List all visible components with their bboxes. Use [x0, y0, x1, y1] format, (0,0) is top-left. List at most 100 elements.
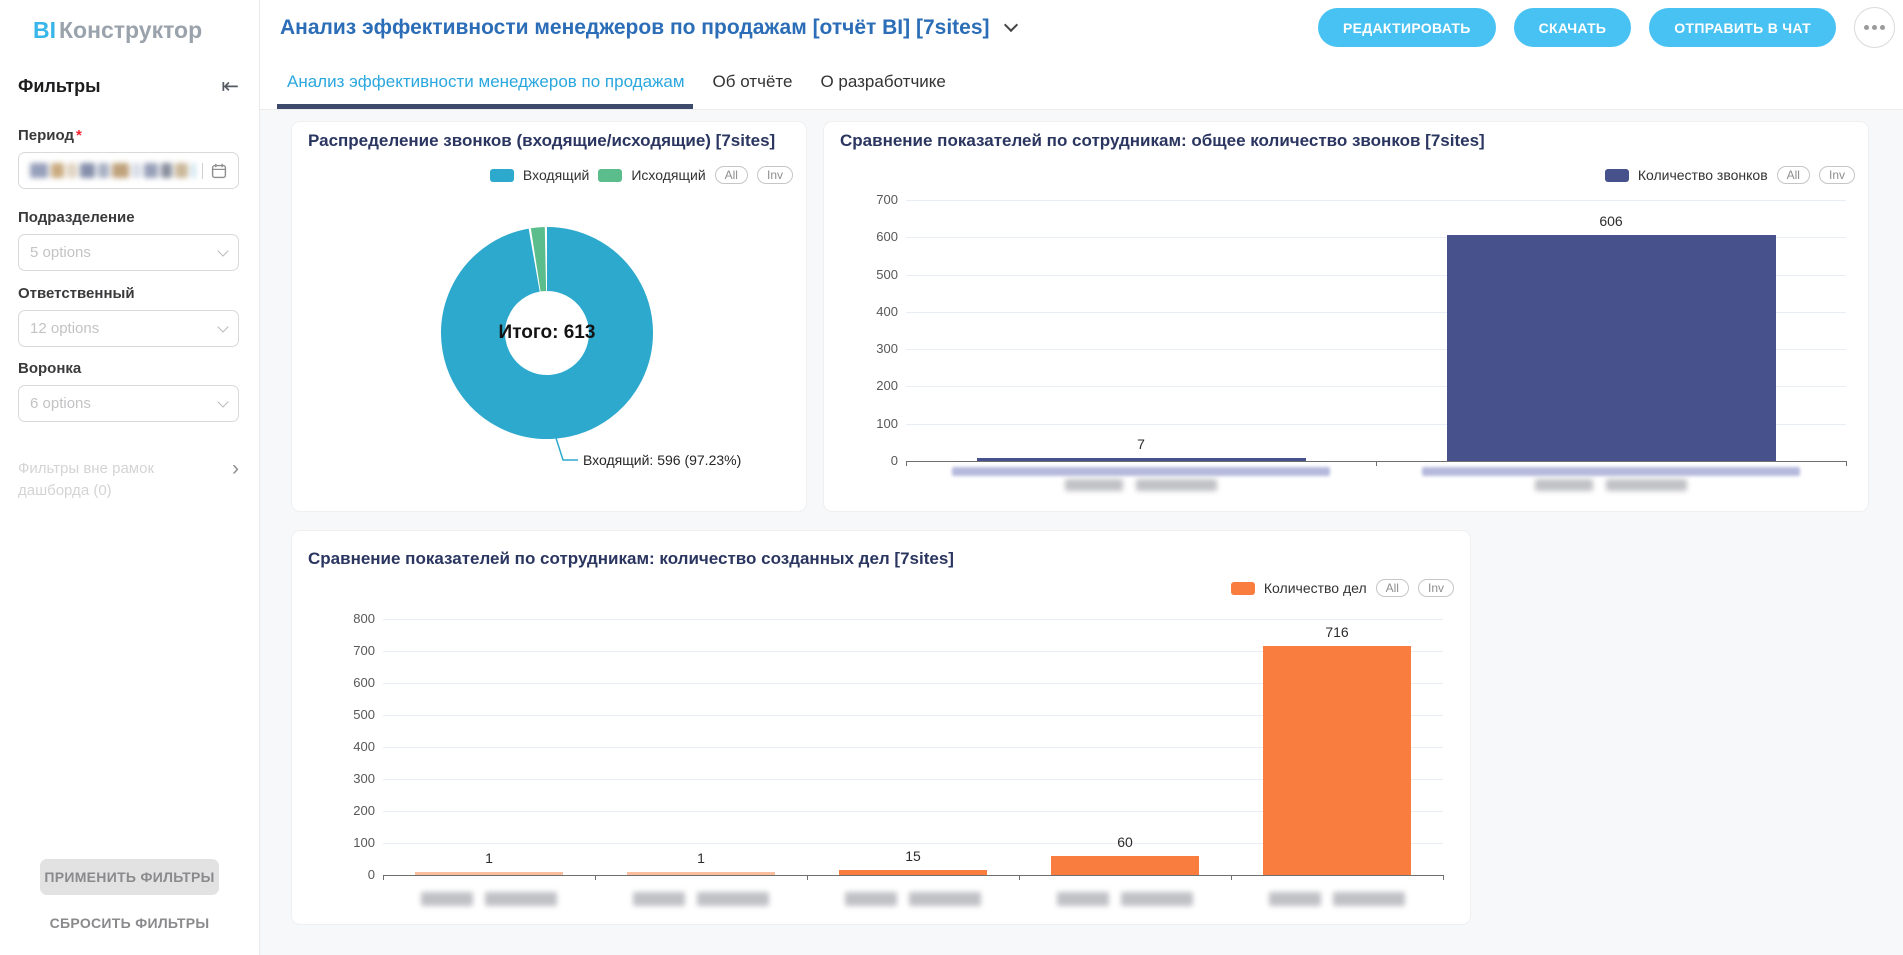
funnel-placeholder: 6 options	[30, 395, 91, 412]
y-tick-label: 700	[353, 643, 375, 658]
y-gridline	[383, 779, 1443, 780]
legend-swatch-deals[interactable]	[1230, 581, 1255, 595]
x-axis-tick	[1846, 461, 1847, 466]
report-title: Анализ эффективности менеджеров по прода…	[280, 15, 990, 39]
x-axis-line	[383, 875, 1443, 876]
bar-value-label: 60	[1117, 834, 1133, 850]
bar-value-label: 716	[1325, 624, 1349, 640]
department-select[interactable]: 5 options	[18, 234, 239, 271]
donut-slice-outgoing[interactable]	[530, 227, 547, 292]
y-gridline	[906, 349, 1846, 351]
tab-about-report[interactable]: Об отчёте	[712, 72, 793, 91]
bar[interactable]	[1446, 235, 1776, 461]
chart-legend: Количество звонков All Inv	[1604, 166, 1855, 184]
legend-inv-button[interactable]: Inv	[1417, 579, 1454, 597]
donut-callout-line	[555, 437, 578, 461]
x-label-blurred	[632, 892, 770, 906]
calls-distribution-card: Распределение звонков (входящие/исходящи…	[291, 121, 807, 512]
responsible-select[interactable]: 12 options	[18, 310, 239, 347]
tab-analysis[interactable]: Анализ эффективности менеджеров по прода…	[277, 55, 693, 109]
legend-all-button[interactable]: All	[714, 166, 748, 184]
responsible-label: Ответственный	[18, 285, 135, 302]
chevron-down-icon	[217, 395, 229, 408]
required-asterisk: *	[76, 127, 82, 144]
donut-callout-label: Входящий: 596 (97.23%)	[583, 452, 742, 468]
legend-label-deals[interactable]: Количество дел	[1263, 580, 1367, 596]
legend-inv-button[interactable]: Inv	[756, 166, 793, 184]
bar[interactable]	[838, 870, 988, 875]
period-date-input[interactable]	[18, 152, 239, 189]
y-gridline	[383, 683, 1443, 684]
y-gridline	[383, 843, 1443, 844]
y-gridline	[383, 651, 1443, 652]
x-label-blurred	[1268, 892, 1406, 906]
x-axis-tick	[906, 461, 907, 466]
donut-chart	[292, 122, 806, 511]
legend-swatch-outgoing[interactable]	[598, 168, 623, 182]
collapse-sidebar-icon[interactable]: ⇤	[221, 75, 239, 98]
y-tick-label: 600	[876, 229, 898, 245]
bar-value-label: 606	[1599, 213, 1623, 229]
bar[interactable]	[414, 872, 564, 875]
funnel-select[interactable]: 6 options	[18, 385, 239, 422]
y-tick-label: 500	[353, 707, 375, 722]
x-axis-tick	[1231, 875, 1232, 880]
more-actions-button[interactable]	[1854, 7, 1895, 48]
bar[interactable]	[1262, 646, 1412, 875]
filters-panel-title: Фильтры	[18, 76, 101, 96]
legend-inv-button[interactable]: Inv	[1818, 166, 1855, 184]
send-to-chat-button[interactable]: ОТПРАВИТЬ В ЧАТ	[1649, 8, 1836, 47]
tab-about-developer[interactable]: О разработчике	[820, 72, 946, 91]
bar[interactable]	[976, 458, 1306, 461]
download-button[interactable]: СКАЧАТЬ	[1513, 8, 1632, 47]
chart-title: Распределение звонков (входящие/исходящи…	[308, 131, 776, 150]
y-gridline	[906, 200, 1846, 201]
reset-filters-button[interactable]: СБРОСИТЬ ФИЛЬТРЫ	[49, 915, 210, 931]
y-tick-label: 0	[890, 453, 898, 468]
x-axis-tick	[1019, 875, 1020, 880]
legend-swatch-incoming[interactable]	[489, 168, 514, 182]
y-gridline	[383, 619, 1443, 620]
edit-button[interactable]: РЕДАКТИРОВАТЬ	[1317, 8, 1496, 47]
outer-filters-link[interactable]: Фильтры вне рамок дашборда (0) ›	[18, 457, 239, 499]
x-label-blurred	[1421, 467, 1801, 476]
legend-label-outgoing[interactable]: Исходящий	[631, 167, 706, 183]
x-label-blurred	[420, 892, 558, 906]
logo-name: Конструктор	[59, 17, 203, 43]
x-axis-tick	[595, 875, 596, 880]
period-label: Период *	[18, 127, 82, 144]
y-tick-label: 0	[367, 867, 375, 882]
deals-per-employee-card: Сравнение показателей по сотрудникам: ко…	[291, 530, 1471, 925]
deals-bar-chart: 0 100 200 300 400 500 600 700 800 1 1 15 60 716	[292, 531, 1470, 924]
apply-filters-button[interactable]: ПРИМЕНИТЬ ФИЛЬТРЫ	[40, 859, 219, 895]
y-tick-label: 700	[876, 192, 898, 207]
bar[interactable]	[626, 872, 776, 875]
chart-title: Сравнение показателей по сотрудникам: ко…	[308, 549, 954, 568]
logo-bi: BI	[33, 17, 56, 43]
bar-value-label: 1	[485, 850, 493, 866]
chevron-down-icon	[217, 244, 229, 257]
funnel-label: Воронка	[18, 360, 82, 377]
x-axis-tick	[807, 875, 808, 880]
x-axis-tick	[383, 875, 384, 880]
main-area: Анализ эффективности менеджеров по прода…	[260, 0, 1903, 955]
y-tick-label: 800	[353, 611, 375, 626]
donut-slice-incoming[interactable]	[441, 227, 653, 439]
y-gridline	[906, 237, 1846, 239]
legend-all-button[interactable]: All	[1776, 166, 1810, 184]
legend-label-calls[interactable]: Количество звонков	[1637, 167, 1768, 183]
y-tick-label: 200	[876, 378, 898, 394]
y-tick-label: 400	[876, 303, 898, 319]
legend-label-incoming[interactable]: Входящий	[522, 167, 590, 183]
y-tick-label: 200	[353, 803, 375, 818]
legend-all-button[interactable]: All	[1375, 579, 1409, 597]
bar[interactable]	[1050, 856, 1200, 875]
legend-swatch-calls[interactable]	[1604, 168, 1629, 182]
report-tabs: Анализ эффективности менеджеров по прода…	[260, 55, 1903, 110]
chevron-right-icon: ›	[232, 457, 239, 480]
report-title-dropdown-icon[interactable]	[1003, 17, 1018, 32]
x-label-blurred	[951, 467, 1331, 476]
filters-sidebar: BI Конструктор Фильтры ⇤ Период *	[0, 0, 260, 955]
chart-title: Сравнение показателей по сотрудникам: об…	[840, 131, 1485, 150]
